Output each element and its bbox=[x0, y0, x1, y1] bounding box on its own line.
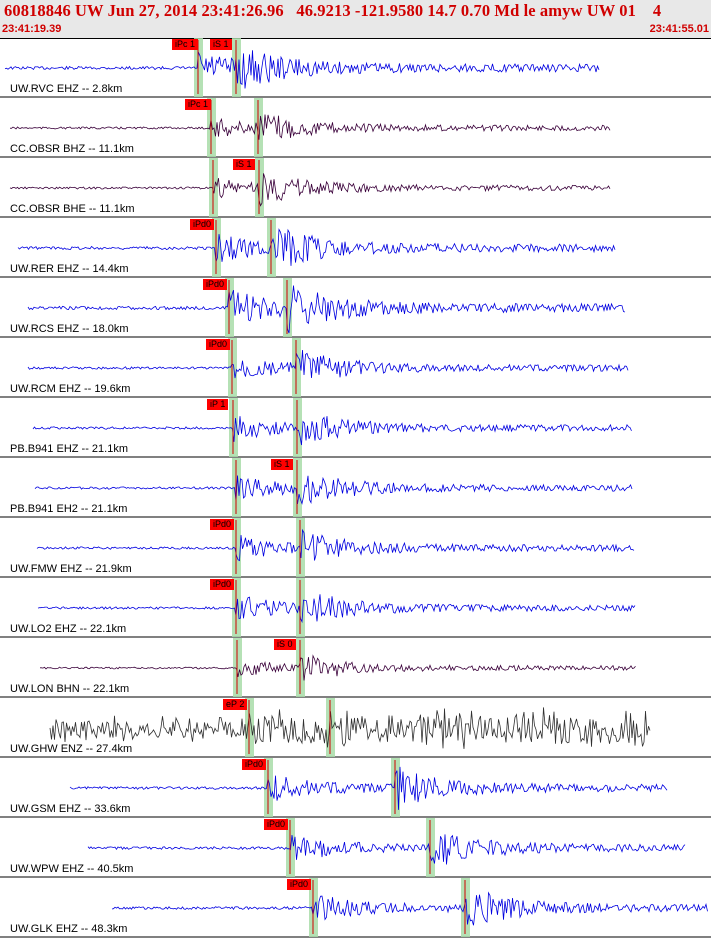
station-label: PB.B941 EHZ -- 21.1km bbox=[10, 443, 128, 455]
station-label: UW.GSM EHZ -- 33.6km bbox=[10, 803, 131, 815]
pick-tag[interactable]: iPd0 bbox=[203, 279, 228, 290]
pick-tag[interactable]: iS 1 bbox=[210, 39, 232, 50]
station-label: UW.RER EHZ -- 14.4km bbox=[10, 263, 129, 275]
station-label: CC.OBSR BHZ -- 11.1km bbox=[10, 143, 134, 155]
waveform bbox=[9, 114, 611, 140]
waveform bbox=[27, 285, 626, 334]
pick-tag[interactable]: iPd0 bbox=[210, 579, 235, 590]
station-label: UW.RCM EHZ -- 19.6km bbox=[10, 383, 131, 395]
event-header: 60818846 UW Jun 27, 2014 23:41:26.96 46.… bbox=[0, 0, 711, 39]
event-title: 60818846 UW Jun 27, 2014 23:41:26.96 46.… bbox=[4, 1, 662, 20]
station-label: UW.RCS EHZ -- 18.0km bbox=[10, 323, 129, 335]
waveform bbox=[4, 50, 600, 89]
station-label: UW.FMW EHZ -- 21.9km bbox=[10, 563, 132, 575]
window-end-time: 23:41:55.01 bbox=[649, 23, 709, 35]
waveform bbox=[36, 528, 635, 562]
pick-tag[interactable]: iPd0 bbox=[190, 219, 215, 230]
waveform bbox=[34, 475, 633, 505]
pick-tag[interactable]: iS 1 bbox=[271, 459, 293, 470]
waveform bbox=[40, 654, 636, 681]
waveform bbox=[49, 707, 651, 749]
pick-tag[interactable]: iPd0 bbox=[206, 339, 231, 350]
waveform bbox=[32, 416, 632, 446]
pick-tag[interactable]: iP 1 bbox=[207, 399, 229, 410]
station-label: CC.OBSR BHE -- 11.1km bbox=[10, 203, 135, 215]
seismogram-panel: UW.RVC EHZ -- 2.8km CC.OBSR BHZ -- 11.1km… bbox=[0, 38, 711, 938]
station-label: UW.GHW ENZ -- 27.4km bbox=[10, 743, 133, 755]
station-label: UW.RVC EHZ -- 2.8km bbox=[10, 83, 123, 95]
seismogram-traces bbox=[0, 38, 711, 938]
pick-tag[interactable]: iPc 1 bbox=[172, 39, 199, 50]
pick-tag[interactable]: iPd0 bbox=[287, 879, 312, 890]
station-label: UW.LO2 EHZ -- 22.1km bbox=[10, 623, 127, 635]
pick-tag[interactable]: iPc 1 bbox=[185, 99, 212, 110]
waveform bbox=[17, 228, 616, 266]
waveform bbox=[37, 594, 636, 624]
pick-tag[interactable]: iS 0 bbox=[274, 639, 296, 650]
waveform bbox=[111, 891, 708, 926]
station-label: UW.LON BHN -- 22.1km bbox=[10, 683, 130, 695]
station-label: UW.GLK EHZ -- 48.3km bbox=[10, 923, 128, 935]
station-label: UW.WPW EHZ -- 40.5km bbox=[10, 863, 134, 875]
pick-tag[interactable]: iS 1 bbox=[233, 159, 255, 170]
waveform bbox=[87, 834, 686, 865]
pick-tag[interactable]: iPd0 bbox=[242, 759, 267, 770]
station-label: PB.B941 EH2 -- 21.1km bbox=[10, 503, 128, 515]
pick-tag[interactable]: iPd0 bbox=[264, 819, 289, 830]
pick-tag[interactable]: iPd0 bbox=[210, 519, 235, 530]
waveform bbox=[9, 173, 611, 207]
pick-tag[interactable]: eP 2 bbox=[223, 699, 248, 710]
waveform bbox=[69, 766, 668, 810]
waveform bbox=[27, 349, 629, 379]
window-start-time: 23:41:19.39 bbox=[2, 23, 62, 35]
